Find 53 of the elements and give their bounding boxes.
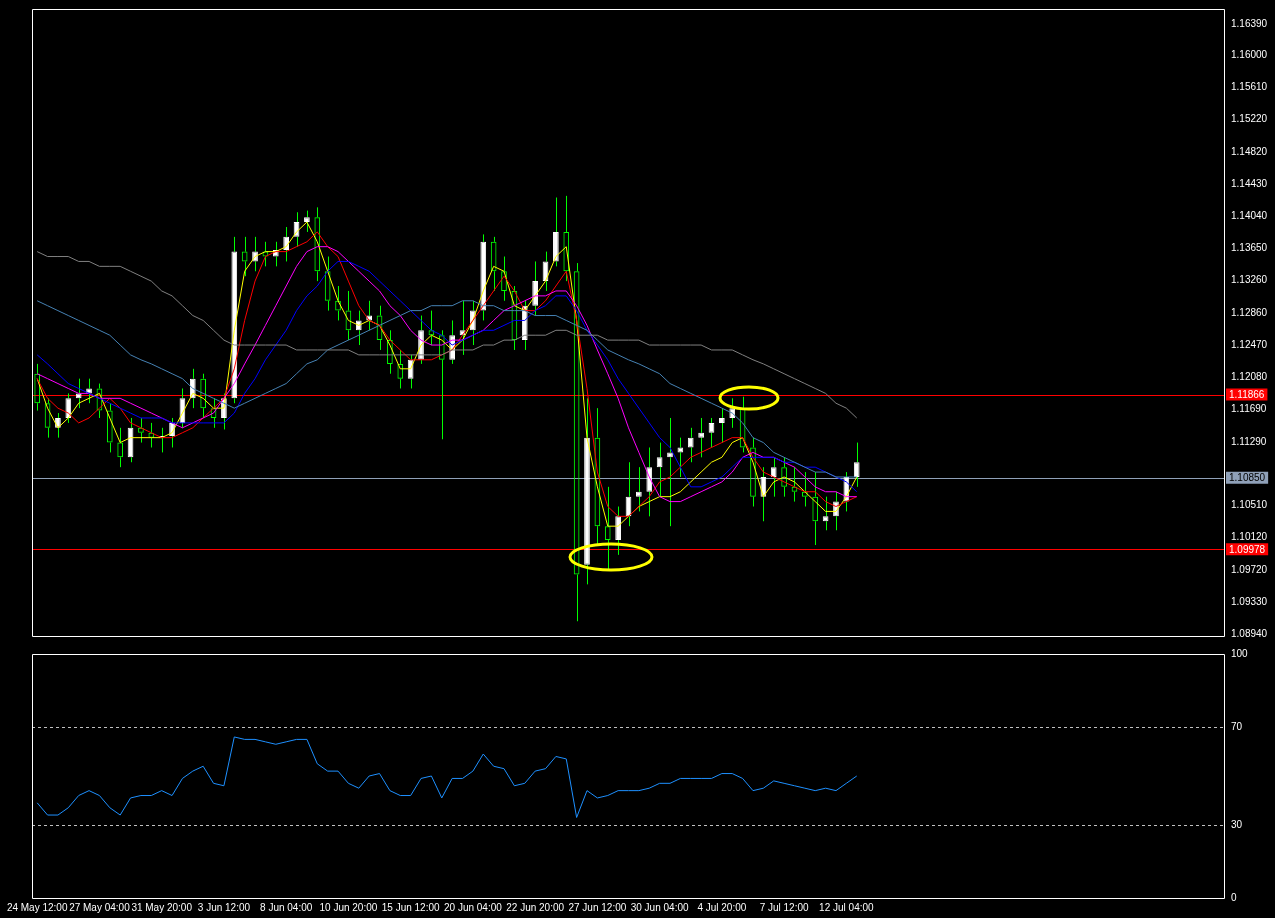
x-tick-label: 7 Jul 12:00	[759, 901, 809, 913]
candlestick	[770, 456, 777, 498]
ref-line-label: 1.10850	[1229, 472, 1266, 484]
y-tick-label: 1.13650	[1231, 242, 1268, 254]
candlestick	[584, 397, 590, 585]
candlestick	[553, 197, 559, 267]
candlestick	[615, 506, 621, 556]
ref-line-label: 1.09978	[1229, 543, 1266, 555]
y-tick-label: 70	[1231, 720, 1243, 732]
x-tick-label: 27 Jun 12:00	[568, 901, 627, 913]
candlestick	[667, 417, 673, 527]
y-tick-label: 1.09330	[1231, 596, 1268, 608]
candlestick	[698, 417, 704, 458]
y-tick-label: 0	[1231, 891, 1237, 903]
x-tick-label: 27 May 04:00	[69, 901, 131, 913]
y-tick-label: 100	[1231, 647, 1249, 659]
x-tick-label: 22 Jun 20:00	[506, 901, 565, 913]
x-tick-label: 8 Jun 04:00	[260, 901, 313, 913]
candlestick	[75, 378, 82, 409]
y-tick-label: 1.08940	[1231, 628, 1268, 640]
y-tick-label: 1.11690	[1231, 402, 1267, 414]
y-tick-label: 1.10120	[1231, 531, 1268, 543]
x-tick-label: 15 Jun 12:00	[381, 901, 440, 913]
y-tick-label: 1.16390	[1231, 17, 1268, 29]
candlestick	[480, 233, 487, 321]
ref-line-label: 1.11866	[1229, 388, 1265, 400]
y-tick-label: 30	[1231, 818, 1243, 830]
candlestick	[86, 378, 92, 404]
candlestick	[853, 442, 860, 488]
y-tick-label: 1.16000	[1231, 49, 1268, 61]
x-tick-label: 10 Jun 20:00	[319, 901, 378, 913]
x-tick-label: 20 Jun 04:00	[443, 901, 503, 913]
x-tick-label: 24 May 12:00	[6, 901, 68, 913]
y-tick-label: 1.13260	[1231, 274, 1268, 286]
y-tick-label: 1.14430	[1231, 178, 1268, 190]
y-tick-label: 1.15220	[1231, 113, 1268, 125]
candlestick	[719, 407, 725, 444]
x-tick-label: 3 Jun 12:00	[197, 901, 251, 913]
y-tick-label: 1.12470	[1231, 338, 1268, 350]
y-tick-label: 1.14040	[1231, 210, 1268, 222]
y-tick-label: 1.09720	[1231, 564, 1268, 576]
candlestick	[687, 427, 694, 463]
candlestick	[636, 466, 642, 512]
y-tick-label: 1.11290	[1231, 435, 1267, 447]
x-tick-label: 30 Jun 04:00	[630, 901, 689, 913]
x-tick-label: 31 May 20:00	[131, 901, 193, 913]
y-tick-label: 1.14820	[1231, 146, 1268, 158]
y-tick-label: 1.10510	[1231, 499, 1268, 511]
x-tick-label: 4 Jul 20:00	[697, 901, 747, 913]
y-tick-label: 1.12860	[1231, 306, 1268, 318]
x-tick-label: 12 Jul 04:00	[819, 901, 875, 913]
y-tick-label: 1.15610	[1231, 81, 1268, 93]
y-tick-label: 1.12080	[1231, 370, 1268, 382]
